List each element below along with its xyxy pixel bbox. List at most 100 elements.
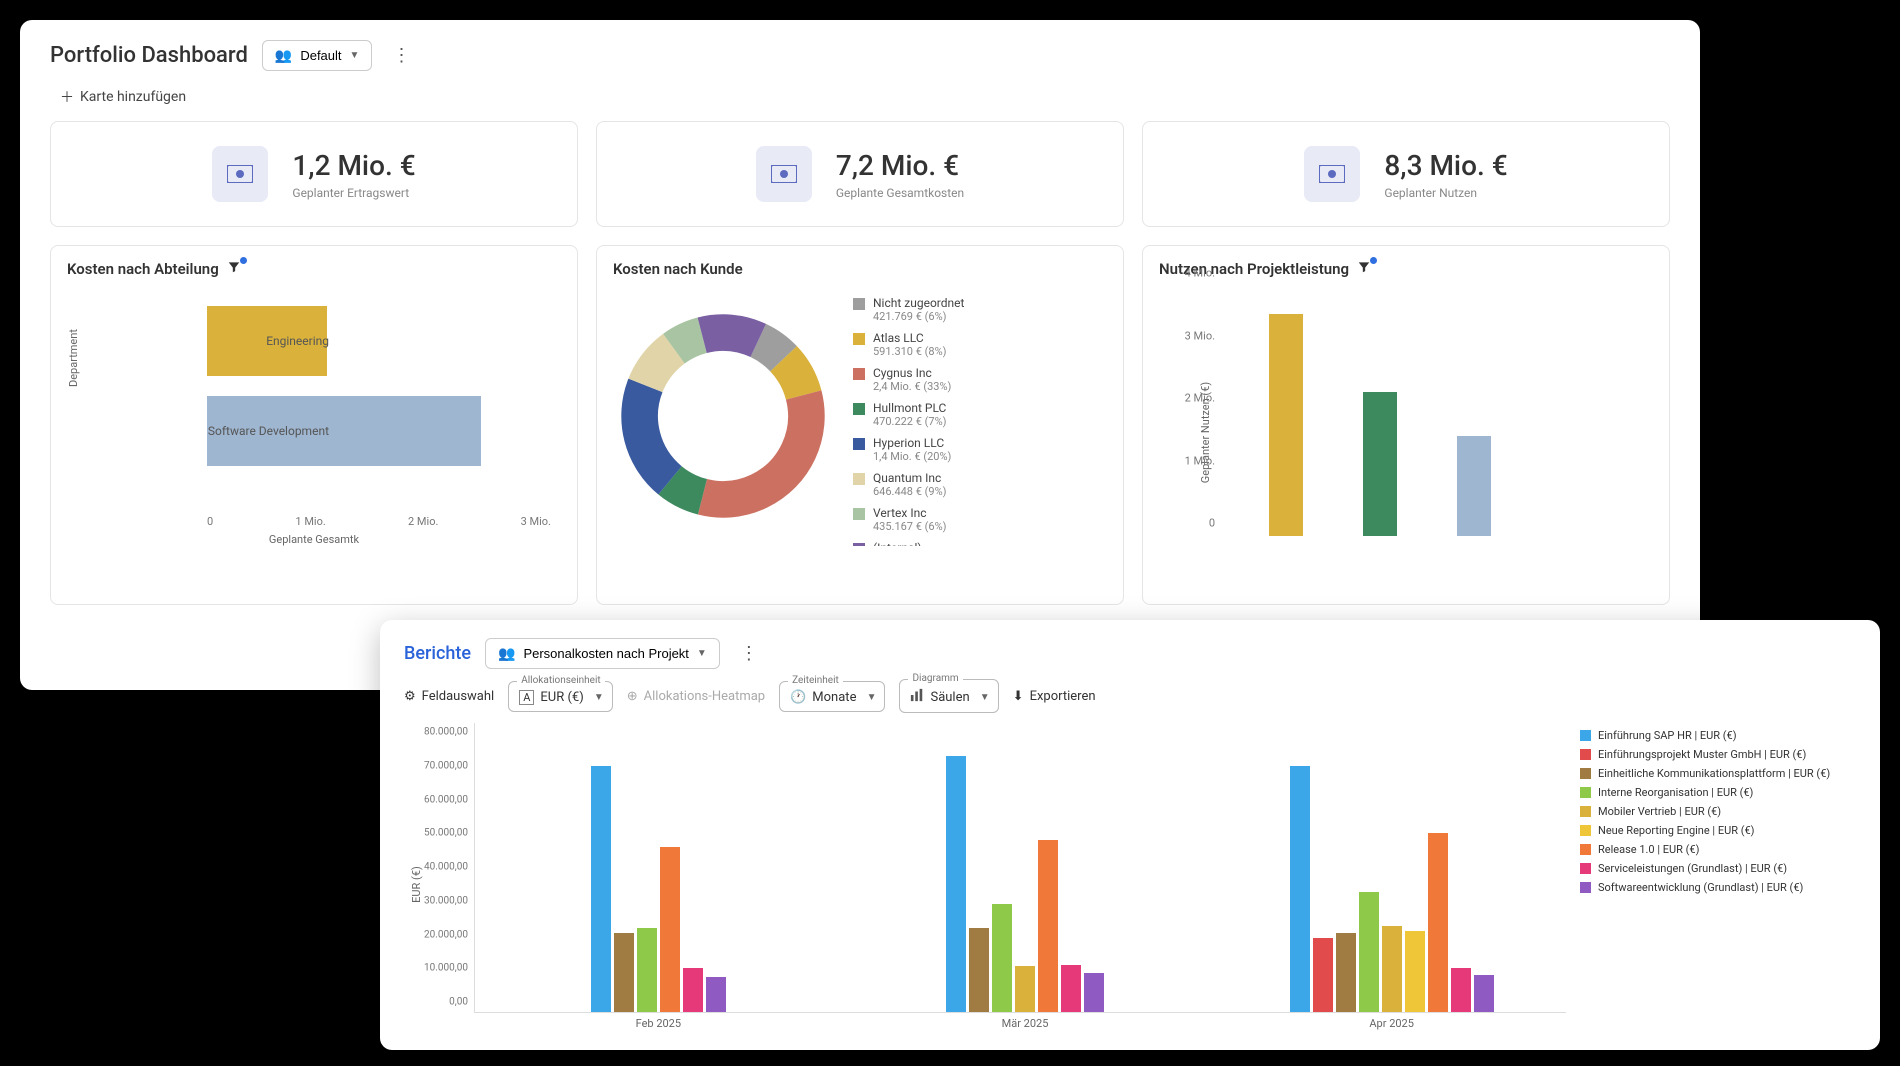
vbar-ytick: 0 [1209, 517, 1215, 530]
vbar-bar[interactable] [1269, 314, 1303, 536]
hbar-xlabel: Geplante Gesamtk [269, 533, 359, 546]
more-menu-button[interactable]: ⋮ [386, 41, 416, 70]
reports-more-button[interactable]: ⋮ [734, 639, 764, 668]
gc-ytick: 70.000,00 [424, 760, 468, 771]
filter-icon[interactable] [227, 260, 241, 278]
gc-bar[interactable] [637, 928, 657, 1012]
gc-bar[interactable] [946, 756, 966, 1013]
hbar-xtick: 0 [207, 515, 213, 528]
gc-bar[interactable] [591, 766, 611, 1012]
gc-legend-item[interactable]: Einführung SAP HR | EUR (€) [1580, 729, 1856, 742]
chevron-down-icon: ▼ [697, 648, 707, 659]
gc-legend-item[interactable]: Neue Reporting Engine | EUR (€) [1580, 824, 1856, 837]
legend-text: Atlas LLC591.310 € (8%) [873, 331, 946, 358]
legend-swatch [853, 438, 865, 450]
legend-label: Interne Reorganisation | EUR (€) [1598, 786, 1753, 799]
gc-legend-item[interactable]: Interne Reorganisation | EUR (€) [1580, 786, 1856, 799]
chart-type-value: Säulen [930, 690, 969, 705]
donut-legend-item[interactable]: Cygnus Inc2,4 Mio. € (33%) [853, 366, 1107, 393]
gc-bar[interactable] [614, 933, 634, 1012]
time-unit-select[interactable]: Zeiteinheit 🕐 Monate ▼ [779, 681, 885, 712]
clock-icon: 🕐 [790, 690, 806, 705]
hbar-xtick: 2 Mio. [408, 515, 438, 528]
dept-cost-title-row: Kosten nach Abteilung [67, 260, 561, 278]
gc-bar[interactable] [1336, 933, 1356, 1012]
gc-bar[interactable] [1359, 892, 1379, 1012]
vbar-bar[interactable] [1457, 436, 1491, 536]
gc-legend-item[interactable]: Release 1.0 | EUR (€) [1580, 843, 1856, 856]
dashboard-panel: Portfolio Dashboard 👥 Default ▼ ⋮ ＋ Kart… [20, 20, 1700, 690]
alloc-unit-select[interactable]: Allokationseinheit A EUR (€) ▼ [508, 681, 613, 712]
gc-ytick: 80.000,00 [424, 727, 468, 738]
field-select-button[interactable]: ⚙ Feldauswahl [404, 689, 494, 704]
donut-legend-item[interactable]: Hullmont PLC470.222 € (7%) [853, 401, 1107, 428]
view-selector[interactable]: 👥 Default ▼ [262, 40, 373, 71]
chart-type-select[interactable]: Diagramm Säulen ▼ [899, 679, 998, 713]
reports-view-selector[interactable]: 👥 Personalkosten nach Projekt ▼ [485, 638, 720, 669]
filter-icon[interactable] [1357, 260, 1371, 278]
chevron-down-icon: ▼ [350, 50, 360, 61]
legend-label: Einführung SAP HR | EUR (€) [1598, 729, 1737, 742]
legend-swatch [853, 403, 865, 415]
hbar-label: Software Development [207, 424, 337, 438]
gc-bar[interactable] [660, 847, 680, 1012]
gc-bar[interactable] [1405, 931, 1425, 1012]
kpi-text: 7,2 Mio. €Geplante Gesamtkosten [836, 149, 964, 200]
donut-legend-item[interactable]: Hyperion LLC1,4 Mio. € (20%) [853, 436, 1107, 463]
grouped-plot: Feb 2025Mär 2025Apr 2025 [474, 723, 1566, 1013]
gc-bar[interactable] [1428, 833, 1448, 1012]
legend-swatch [1580, 844, 1591, 855]
alloc-unit-lbl: Allokationseinheit [517, 675, 604, 686]
gc-bar[interactable] [706, 977, 726, 1012]
gc-bar[interactable] [1290, 766, 1310, 1012]
chevron-down-icon: ▼ [594, 692, 604, 703]
hbar-xaxis: 01 Mio.2 Mio.3 Mio. [207, 515, 551, 528]
donut-legend-item[interactable]: Atlas LLC591.310 € (8%) [853, 331, 1107, 358]
export-button[interactable]: ⬇ Exportieren [1013, 689, 1096, 704]
gc-bar[interactable] [1382, 926, 1402, 1012]
reports-title: Berichte [404, 643, 471, 664]
kpi-label: Geplante Gesamtkosten [836, 186, 964, 200]
gc-bar[interactable] [1084, 973, 1104, 1012]
donut-legend-item[interactable]: Nicht zugeordnet421.769 € (6%) [853, 296, 1107, 323]
gc-legend-item[interactable]: Mobiler Vertrieb | EUR (€) [1580, 805, 1856, 818]
donut-legend-item[interactable]: Vertex Inc435.167 € (6%) [853, 506, 1107, 533]
hbar-row: Engineering [207, 296, 561, 386]
legend-swatch [853, 298, 865, 310]
benefit-yaxis: 01 Mio.2 Mio.3 Mio.4 Mio. [1179, 286, 1219, 536]
heatmap-label: Allokations-Heatmap [644, 689, 765, 704]
legend-label: Einführungsprojekt Muster GmbH | EUR (€) [1598, 748, 1806, 761]
gc-bar[interactable] [1474, 975, 1494, 1012]
donut-legend: Nicht zugeordnet421.769 € (6%) Atlas LLC5… [853, 286, 1107, 546]
gc-bar[interactable] [683, 968, 703, 1012]
add-card-button[interactable]: ＋ Karte hinzufügen [60, 87, 186, 107]
gc-bar[interactable] [992, 904, 1012, 1012]
gc-legend-item[interactable]: Serviceleistungen (Grundlast) | EUR (€) [1580, 862, 1856, 875]
gc-legend-item[interactable]: Softwareentwicklung (Grundlast) | EUR (€… [1580, 881, 1856, 894]
donut-legend-item[interactable]: Quantum Inc646.448 € (9%) [853, 471, 1107, 498]
gc-bar[interactable] [1038, 840, 1058, 1012]
gc-legend-item[interactable]: Einheitliche Kommunikationsplattform | E… [1580, 767, 1856, 780]
benefit-card: Nutzen nach Projektleistung Geplanter Nu… [1142, 245, 1670, 605]
gc-ytick: 10.000,00 [424, 963, 468, 974]
donut-slice[interactable] [613, 306, 833, 526]
gc-bar[interactable] [1061, 965, 1081, 1012]
legend-swatch [1580, 825, 1591, 836]
legend-swatch [1580, 749, 1591, 760]
view-selector-label: Default [300, 48, 341, 63]
legend-text: Hullmont PLC470.222 € (7%) [873, 401, 946, 428]
legend-swatch [1580, 787, 1591, 798]
donut-legend-item[interactable]: (Internal) [853, 541, 1107, 546]
legend-label: Serviceleistungen (Grundlast) | EUR (€) [1598, 862, 1787, 875]
vbar-bar[interactable] [1363, 392, 1397, 536]
gc-legend-item[interactable]: Einführungsprojekt Muster GmbH | EUR (€) [1580, 748, 1856, 761]
gc-bar[interactable] [1451, 968, 1471, 1012]
kpi-label: Geplanter Ertragswert [292, 186, 415, 200]
hbar-xtick: 1 Mio. [295, 515, 325, 528]
legend-swatch [1580, 730, 1591, 741]
gc-bar[interactable] [1313, 938, 1333, 1012]
barchart-icon [910, 688, 924, 706]
gc-bar[interactable] [969, 928, 989, 1012]
gc-bar[interactable] [1015, 966, 1035, 1012]
benefit-vbar-chart: Geplanter Nutzen (€) 01 Mio.2 Mio.3 Mio.… [1159, 286, 1653, 566]
